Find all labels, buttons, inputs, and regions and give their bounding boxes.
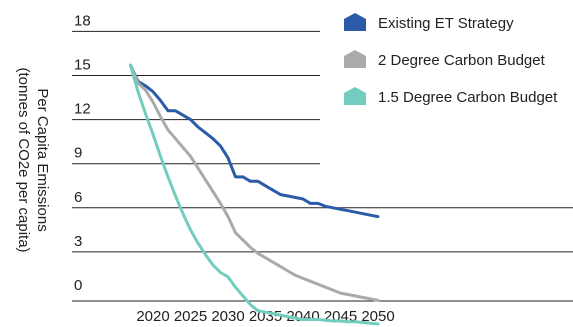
x-tick-label: 2050 bbox=[361, 308, 394, 325]
y-tick-label: 12 bbox=[74, 101, 91, 118]
x-tick-label: 2020 bbox=[136, 308, 169, 325]
y-tick-label: 18 bbox=[74, 12, 91, 29]
series-lines bbox=[129, 63, 380, 326]
y-tick-label: 6 bbox=[74, 189, 82, 206]
legend: Existing ET Strategy 2 Degree Carbon Budg… bbox=[344, 13, 558, 106]
legend-label-1: 2 Degree Carbon Budget bbox=[378, 52, 546, 69]
legend-label-2: 1.5 Degree Carbon Budget bbox=[378, 89, 558, 106]
y-tick-label: 9 bbox=[74, 145, 82, 162]
y-axis-ticks: 0 3 6 9 12 15 18 bbox=[74, 12, 91, 294]
x-tick-label: 2030 bbox=[211, 308, 244, 325]
y-axis-label-line: Per Capita Emissions bbox=[34, 88, 51, 231]
y-tick-label: 15 bbox=[74, 57, 91, 74]
legend-marker-2 bbox=[344, 87, 366, 105]
y-axis-label: Per Capita Emissions(tonnes of CO2e per … bbox=[15, 67, 51, 252]
x-tick-label: 2035 bbox=[249, 308, 282, 325]
series-line-1 bbox=[129, 63, 380, 302]
y-axis-label-line: (tonnes of CO2e per capita) bbox=[15, 67, 32, 252]
series-line-2 bbox=[129, 63, 380, 326]
y-tick-label: 3 bbox=[74, 233, 82, 250]
x-tick-label: 2025 bbox=[174, 308, 207, 325]
legend-marker-0 bbox=[344, 13, 366, 31]
legend-label-0: Existing ET Strategy bbox=[378, 15, 514, 32]
series-line-0 bbox=[129, 63, 380, 219]
y-tick-label: 0 bbox=[74, 277, 82, 294]
legend-marker-1 bbox=[344, 50, 366, 68]
